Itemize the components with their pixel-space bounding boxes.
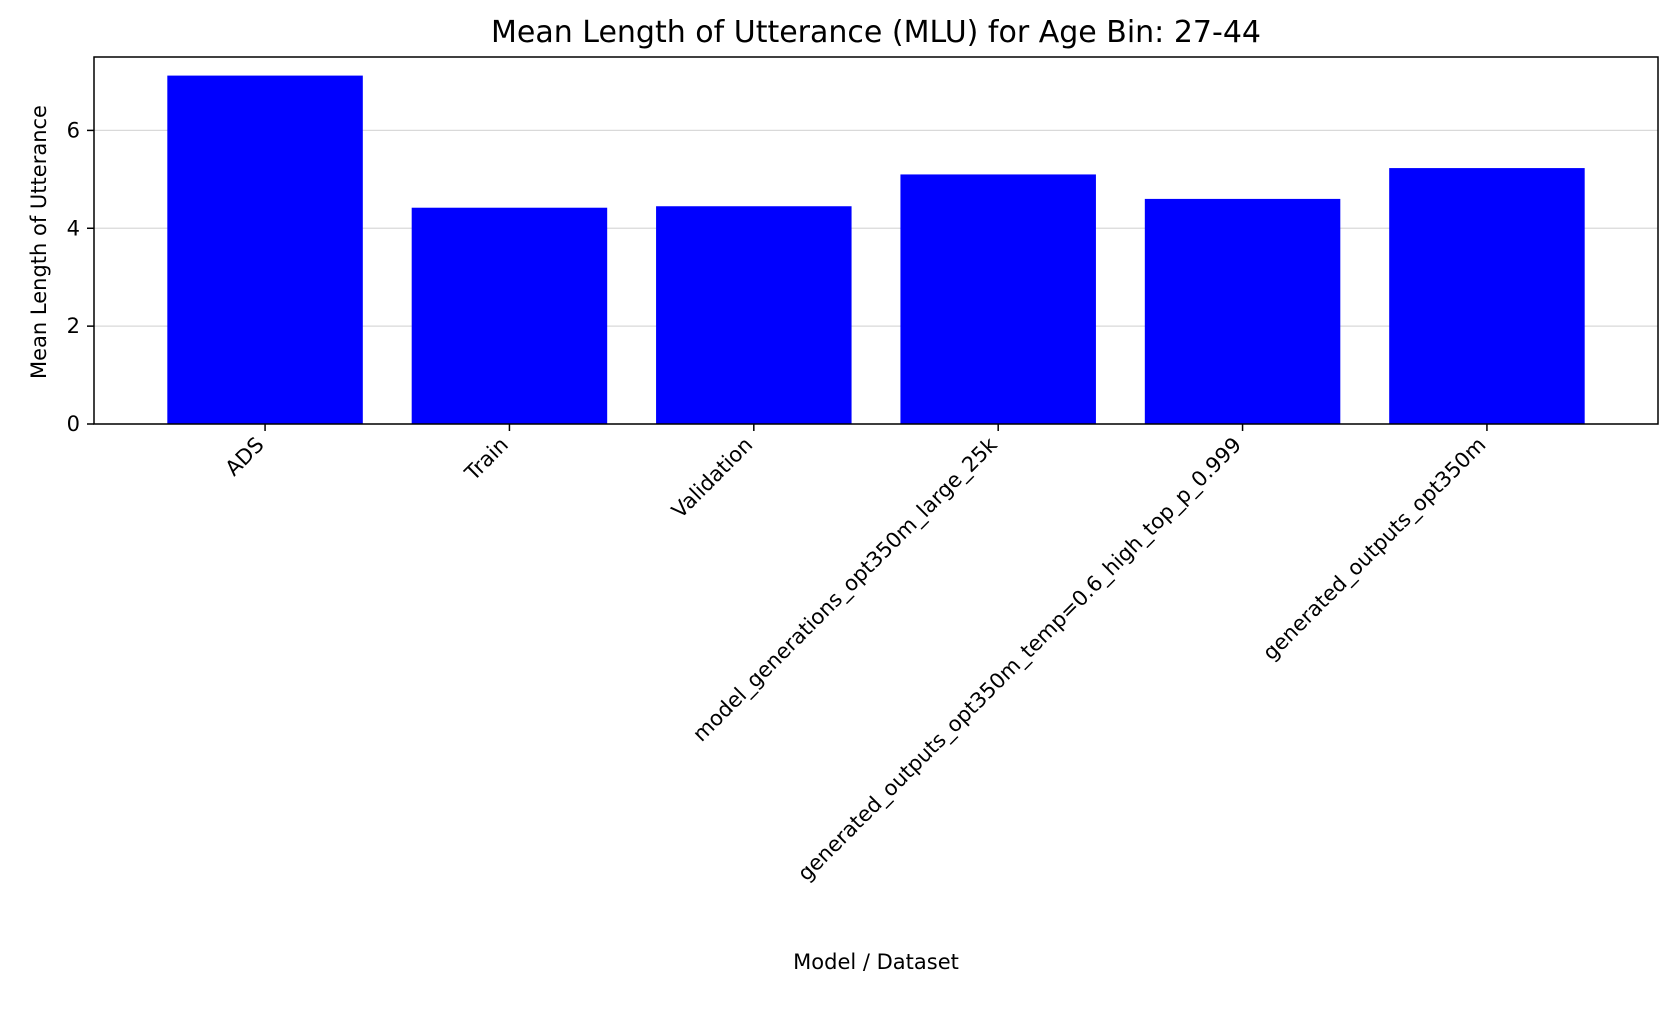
- chart-title: Mean Length of Utterance (MLU) for Age B…: [491, 15, 1261, 50]
- bar: [1389, 168, 1585, 424]
- y-tick-label: 0: [67, 412, 80, 436]
- bars: [167, 76, 1584, 424]
- x-tick-label: model_generations_opt350m_large_25k: [688, 432, 1003, 747]
- bar: [167, 76, 363, 424]
- y-axis-label: Mean Length of Utterance: [27, 105, 51, 379]
- bar: [1145, 199, 1341, 424]
- y-ticks: 0 2 4 6: [67, 118, 94, 436]
- x-tick-label: Train: [460, 433, 513, 486]
- y-tick-label: 6: [67, 118, 80, 142]
- x-tick-label: generated_outputs_opt350m_temp=0.6_high_…: [793, 433, 1247, 887]
- x-axis-label: Model / Dataset: [793, 950, 959, 974]
- y-tick-label: 4: [67, 216, 80, 240]
- x-tick-label: ADS: [221, 433, 269, 481]
- x-tick-label: Validation: [667, 433, 757, 523]
- x-ticks: ADS Train Validationmodel_generations_opt3…: [221, 424, 1492, 886]
- bar: [900, 174, 1096, 424]
- y-tick-label: 2: [67, 314, 80, 338]
- bar: [412, 208, 608, 424]
- bar: [656, 206, 852, 424]
- x-tick-label: generated_outputs_opt350m: [1258, 433, 1491, 666]
